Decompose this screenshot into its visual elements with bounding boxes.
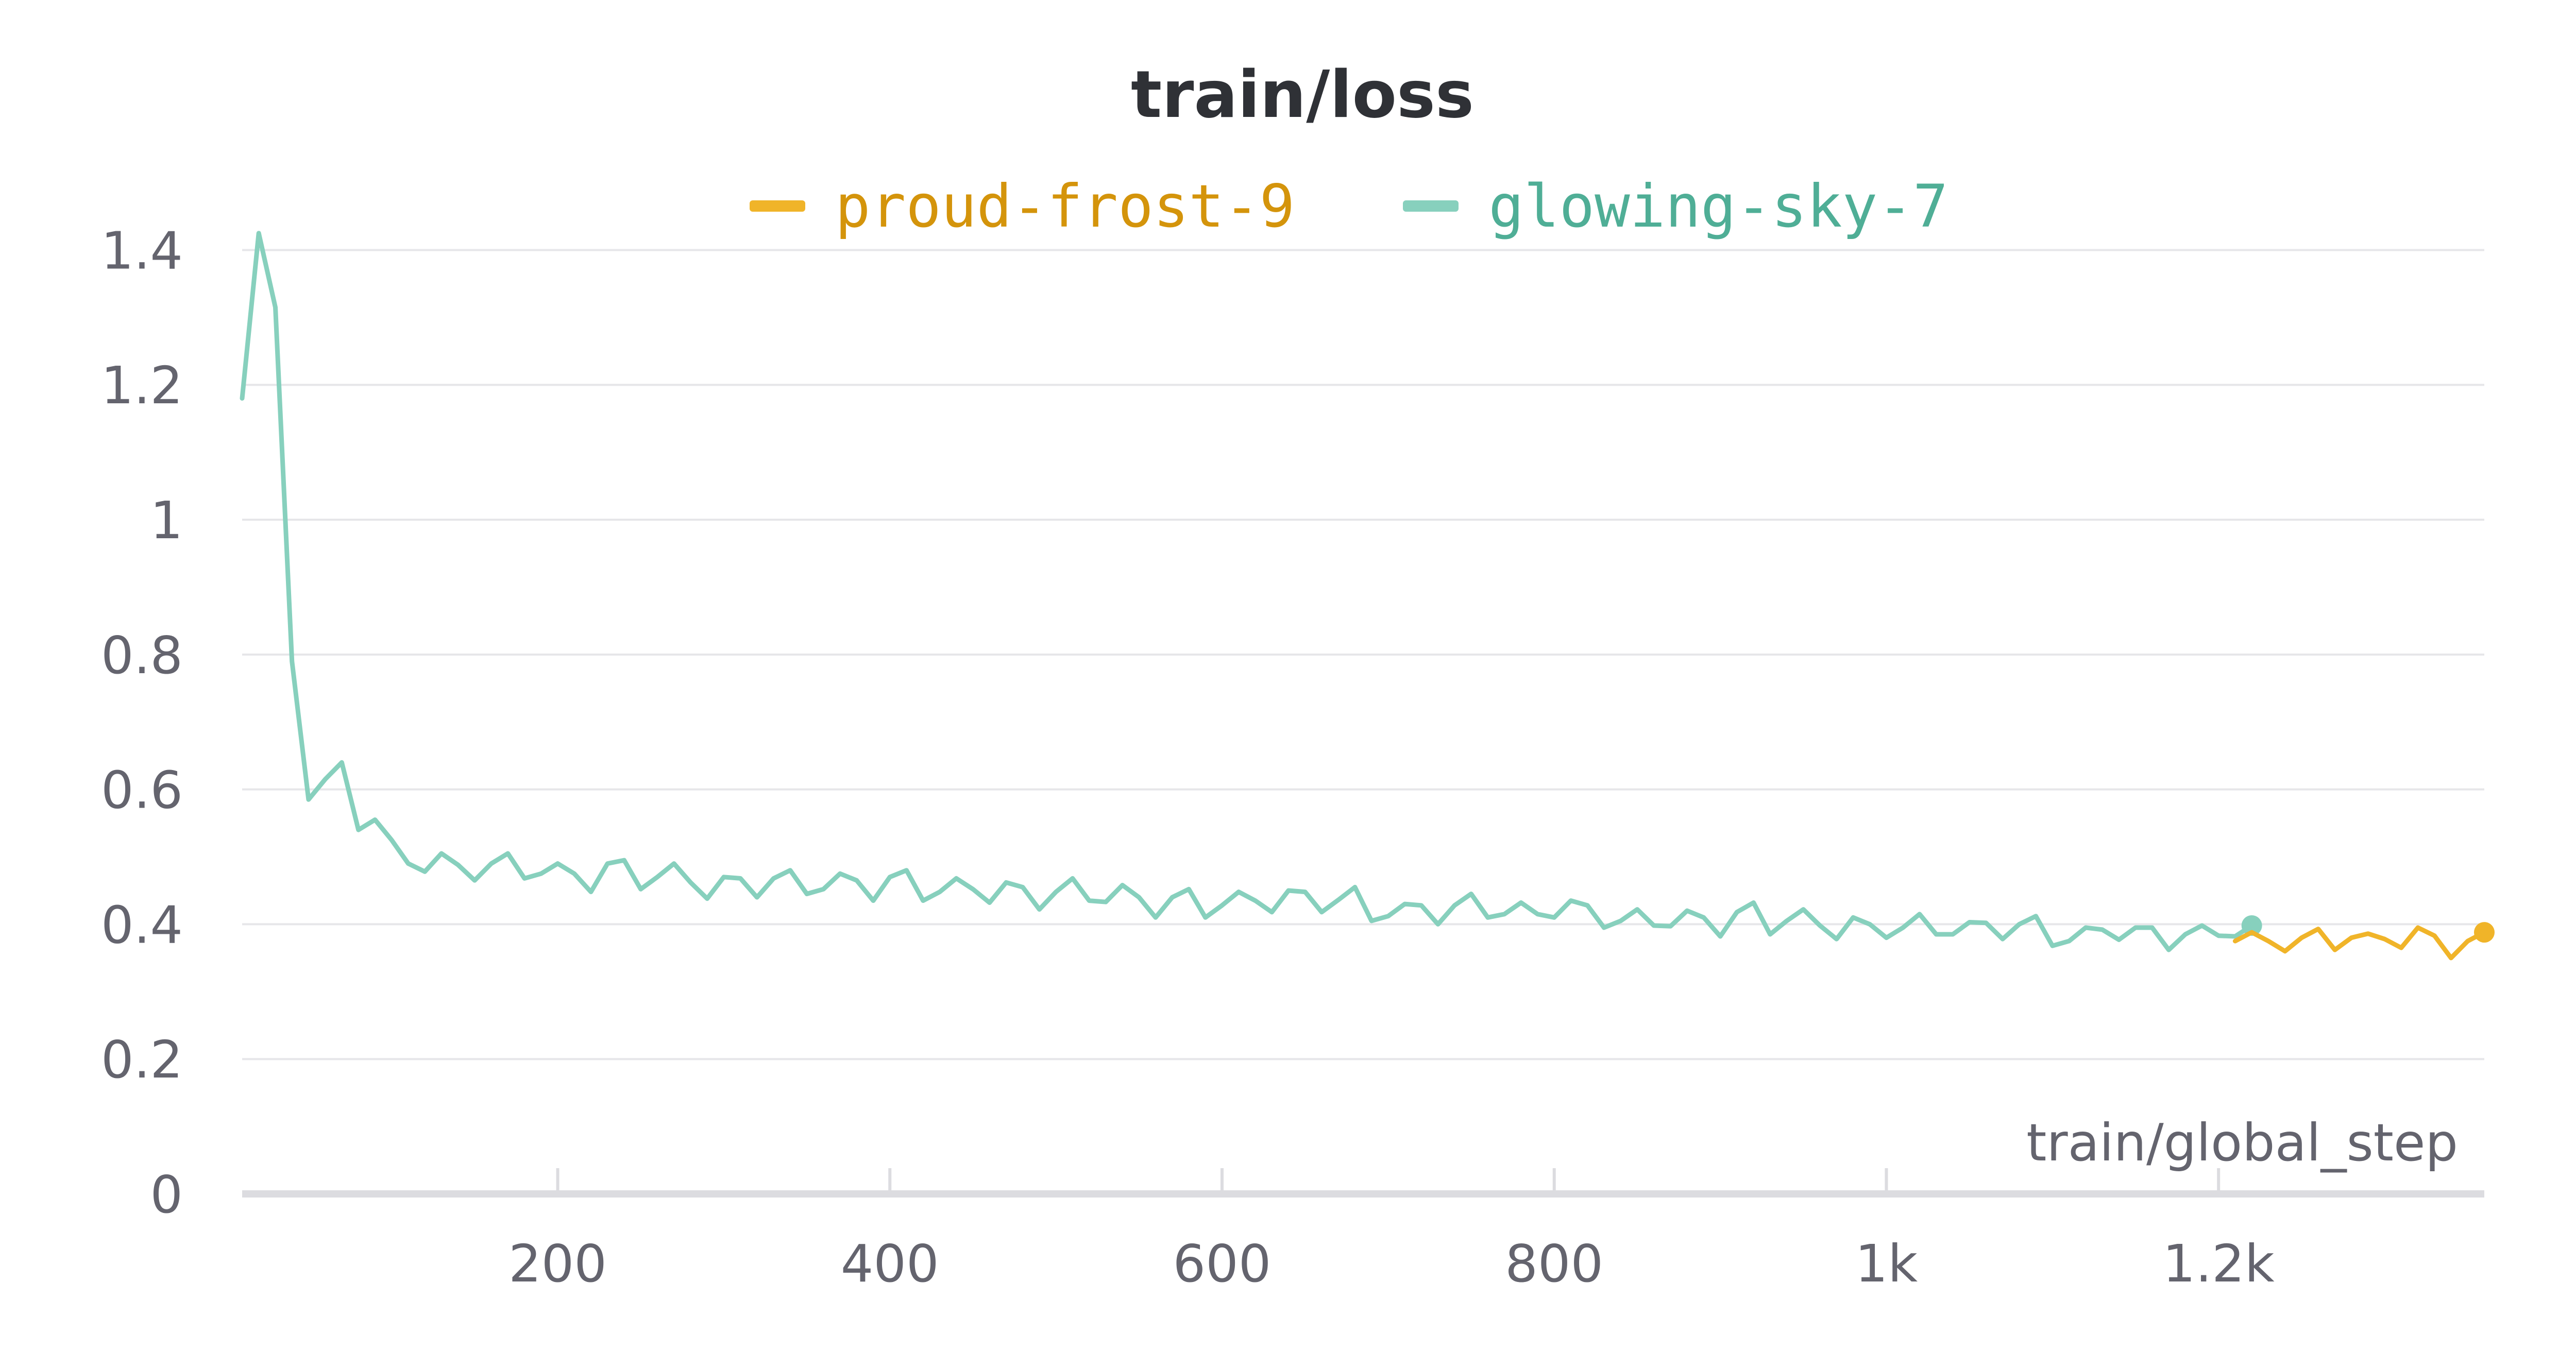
- y-tick-label: 0.2: [101, 1030, 183, 1090]
- series-line-proud-frost-9: [2232, 925, 2487, 961]
- x-axis-ticks: 200 400 600 800 1k 1.2k: [509, 1168, 2275, 1294]
- legend-swatch: [750, 200, 805, 212]
- legend: proud-frost-9 glowing-sky-7: [750, 167, 2057, 245]
- x-tick-label: 1.2k: [2163, 1234, 2275, 1294]
- legend-label: proud-frost-9: [835, 172, 1295, 241]
- x-tick-label: 400: [841, 1234, 939, 1294]
- y-tick-label: 1.4: [101, 220, 183, 281]
- series-end-point-proud-frost-9[interactable]: [2474, 922, 2495, 943]
- x-tick-label: 600: [1173, 1234, 1272, 1294]
- series-lines: [240, 231, 2495, 961]
- y-tick-label: 1: [150, 490, 183, 551]
- y-tick-label: 1.2: [101, 355, 183, 416]
- y-axis-ticks: 0 0.2 0.4 0.6 0.8 1 1.2 1.4: [101, 220, 183, 1225]
- legend-swatch: [1403, 200, 1459, 212]
- y-tick-label: 0.6: [101, 760, 183, 820]
- gridlines: [242, 249, 2484, 1198]
- legend-item-glowing-sky-7[interactable]: glowing-sky-7: [1403, 172, 1948, 241]
- x-tick-label: 200: [509, 1234, 607, 1294]
- y-tick-label: 0.4: [101, 895, 183, 955]
- series-line-glowing-sky-7: [240, 231, 2255, 952]
- series-end-point-glowing-sky-7[interactable]: [2241, 915, 2262, 936]
- legend-item-proud-frost-9[interactable]: proud-frost-9: [750, 172, 1295, 241]
- x-tick-label: 800: [1505, 1234, 1603, 1294]
- legend-label: glowing-sky-7: [1488, 172, 1948, 241]
- y-tick-label: 0: [150, 1165, 183, 1225]
- chart-title: train/loss: [1130, 57, 1475, 132]
- x-axis-label: train/global_step: [2026, 1113, 2458, 1173]
- x-tick-label: 1k: [1855, 1234, 1918, 1294]
- y-tick-label: 0.8: [101, 625, 183, 686]
